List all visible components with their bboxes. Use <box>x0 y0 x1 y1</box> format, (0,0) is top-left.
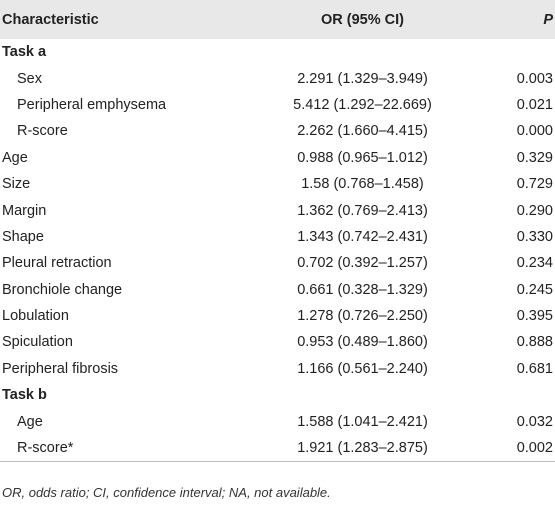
characteristic-cell: Lobulation <box>2 308 69 325</box>
table-row: Peripheral emphysema 5.412 (1.292–22.669)… <box>0 92 555 118</box>
p-value-cell: 0.000 <box>516 123 553 140</box>
characteristic-cell: Age <box>2 149 28 166</box>
table-row: Peripheral fibrosis 1.166 (0.561–2.240) 0.… <box>0 356 555 382</box>
table-row: Size 1.58 (0.768–1.458) 0.729 <box>0 171 555 197</box>
p-value-cell: 0.888 <box>516 334 553 351</box>
table-row: Sex 2.291 (1.329–3.949) 0.003 <box>0 65 555 91</box>
table-row: Age 1.588 (1.041–2.421) 0.032 <box>0 408 555 434</box>
table-row: Age 0.988 (0.965–1.012) 0.329 <box>0 145 555 171</box>
p-value-cell: 0.330 <box>516 228 553 245</box>
characteristic-cell: R-score* <box>17 439 74 456</box>
p-value-cell: 0.729 <box>516 176 553 193</box>
header-p-value: P <box>543 11 553 28</box>
characteristic-cell: R-score <box>17 123 68 140</box>
table-row: Bronchiole change 0.661 (0.328–1.329) 0.24… <box>0 277 555 303</box>
section-label: Task b <box>2 387 47 404</box>
odds-ratio-cell: 1.362 (0.769–2.413) <box>297 202 428 219</box>
table-row: Pleural retraction 0.702 (0.392–1.257) 0.2… <box>0 250 555 276</box>
characteristic-cell: Spiculation <box>2 334 73 351</box>
odds-ratio-cell: 2.291 (1.329–3.949) <box>297 70 428 87</box>
header-characteristic: Characteristic <box>2 11 99 28</box>
p-value-cell: 0.681 <box>516 360 553 377</box>
odds-ratio-cell: 1.921 (1.283–2.875) <box>297 439 428 456</box>
characteristic-cell: Pleural retraction <box>2 255 112 272</box>
characteristic-cell: Peripheral fibrosis <box>2 360 119 377</box>
odds-ratio-cell: 5.412 (1.292–22.669) <box>293 96 432 113</box>
section-row: Task b <box>0 382 555 408</box>
odds-ratio-cell: 0.702 (0.392–1.257) <box>297 255 428 272</box>
characteristic-cell: Bronchiole change <box>2 281 123 298</box>
section-row: Task a <box>0 39 555 65</box>
characteristic-cell: Sex <box>17 70 42 87</box>
characteristic-cell: Margin <box>2 202 47 219</box>
characteristic-cell: Peripheral emphysema <box>17 96 167 113</box>
odds-ratio-cell: 1.278 (0.726–2.250) <box>297 308 428 325</box>
table-row: Shape 1.343 (0.742–2.431) 0.330 <box>0 224 555 250</box>
table-row: R-score 2.262 (1.660–4.415) 0.000 <box>0 118 555 144</box>
p-value-cell: 0.021 <box>516 96 553 113</box>
table-row: Lobulation 1.278 (0.726–2.250) 0.395 <box>0 303 555 329</box>
odds-ratio-cell: 0.953 (0.489–1.860) <box>297 334 428 351</box>
odds-ratio-cell: 0.661 (0.328–1.329) <box>297 281 428 298</box>
odds-ratio-cell: 1.588 (1.041–2.421) <box>297 413 428 430</box>
p-value-cell: 0.329 <box>516 149 553 166</box>
p-value-cell: 0.290 <box>516 202 553 219</box>
p-value-cell: 0.395 <box>516 308 553 325</box>
table-row: R-score* 1.921 (1.283–2.875) 0.002 <box>0 435 555 462</box>
characteristic-cell: Shape <box>2 228 44 245</box>
section-label: Task a <box>2 44 47 61</box>
characteristic-cell: Age <box>17 413 43 430</box>
table-row: Margin 1.362 (0.769–2.413) 0.290 <box>0 197 555 223</box>
table-footnote: OR, odds ratio; CI, confidence interval;… <box>2 485 331 500</box>
p-value-cell: 0.032 <box>516 413 553 430</box>
odds-ratio-cell: 1.343 (0.742–2.431) <box>297 228 428 245</box>
p-value-cell: 0.003 <box>516 70 553 87</box>
characteristic-cell: Size <box>2 176 31 193</box>
header-row: Characteristic OR (95% CI) P <box>0 0 555 39</box>
odds-ratio-cell: 0.988 (0.965–1.012) <box>297 149 428 166</box>
odds-ratio-cell: 1.166 (0.561–2.240) <box>297 360 428 377</box>
odds-ratio-cell: 2.262 (1.660–4.415) <box>297 123 428 140</box>
table-row: Spiculation 0.953 (0.489–1.860) 0.888 <box>0 329 555 355</box>
odds-ratio-cell: 1.58 (0.768–1.458) <box>301 176 424 193</box>
p-value-cell: 0.002 <box>516 439 553 456</box>
p-value-cell: 0.234 <box>516 255 553 272</box>
results-table: Characteristic OR (95% CI) P Task a Sex 2.… <box>0 0 555 462</box>
table-body: Task a Sex 2.291 (1.329–3.949) 0.003 Periphe… <box>0 39 555 462</box>
header-odds-ratio: OR (95% CI) <box>321 11 404 28</box>
p-value-cell: 0.245 <box>516 281 553 298</box>
